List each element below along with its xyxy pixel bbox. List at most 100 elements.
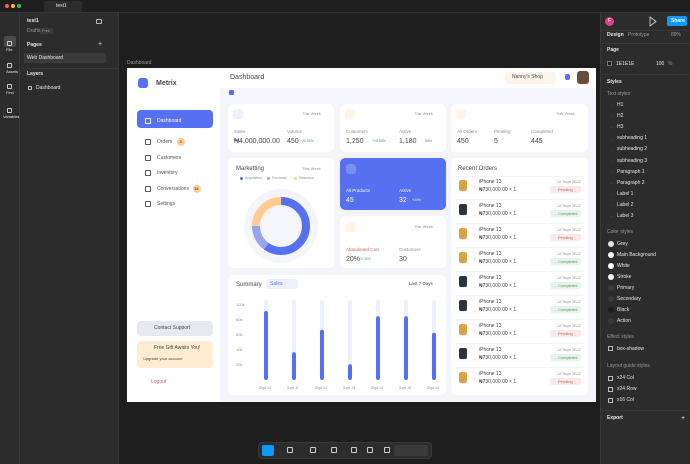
period-select[interactable]: This Week xyxy=(302,166,321,171)
text-style[interactable]: Label 2 xyxy=(617,201,634,208)
tool[interactable] xyxy=(367,447,373,453)
period-select[interactable]: This Week xyxy=(302,111,321,116)
stat-label: Customers xyxy=(399,247,421,252)
tool[interactable] xyxy=(351,447,357,453)
tab[interactable]: Design xyxy=(607,32,624,38)
shop-select[interactable] xyxy=(505,72,556,84)
color-swatch xyxy=(608,252,614,258)
toggle-sidebar[interactable] xyxy=(96,19,102,24)
nav-item[interactable]: Conversations xyxy=(157,186,189,192)
nav-item[interactable]: Settings xyxy=(157,201,176,207)
gift-card[interactable] xyxy=(137,341,213,368)
rail-icon[interactable] xyxy=(7,41,12,46)
avatar xyxy=(605,17,614,26)
support-label[interactable]: Contact Support xyxy=(154,325,191,331)
notification[interactable] xyxy=(565,74,570,80)
text-style[interactable]: Label 1 xyxy=(617,190,634,197)
share[interactable]: Share xyxy=(671,18,685,24)
shop-name[interactable]: Nanny's Shop xyxy=(512,74,543,80)
stat-change: +0.00% xyxy=(359,257,371,261)
zoom[interactable]: 89% xyxy=(671,32,682,38)
divider xyxy=(600,410,690,411)
gift-link[interactable]: Upgrade your account xyxy=(143,356,183,361)
color-style[interactable]: Black xyxy=(617,307,630,313)
stat-value: 5 xyxy=(494,138,498,145)
rail-icon[interactable] xyxy=(7,108,12,113)
page-row[interactable] xyxy=(24,53,106,63)
location: Drafts xyxy=(27,28,41,34)
order-date: 12 Sept 2022 xyxy=(557,227,581,232)
mode-switch[interactable] xyxy=(394,445,428,456)
text-style[interactable]: subheading 1 xyxy=(617,135,648,142)
text-style[interactable]: Paragraph 1 xyxy=(617,168,645,175)
layout-guide[interactable]: x16 Col xyxy=(617,397,634,403)
page-name[interactable]: Web Dashboard xyxy=(27,55,64,61)
text-style[interactable]: subheading 2 xyxy=(617,146,648,153)
home-crumb[interactable] xyxy=(229,90,234,95)
rail-label[interactable]: File xyxy=(6,47,13,52)
logout[interactable]: Logout xyxy=(151,379,167,385)
color-style[interactable]: Main Background xyxy=(617,252,656,258)
rail-label[interactable]: Find xyxy=(6,90,14,95)
layout-guide[interactable]: x24 Col xyxy=(617,375,634,381)
status-pill xyxy=(550,354,581,361)
text-style[interactable]: subheading 3 xyxy=(617,157,648,164)
profile-avatar[interactable] xyxy=(577,71,589,84)
header-title: Dashboard xyxy=(230,74,265,81)
window-control[interactable] xyxy=(5,4,9,8)
pages-heading: Pages xyxy=(27,42,42,48)
nav-item[interactable]: Dashboard xyxy=(157,118,182,124)
rail-icon[interactable] xyxy=(7,63,12,68)
text-style[interactable]: H2 xyxy=(617,113,624,120)
status-pill xyxy=(550,378,581,385)
divider xyxy=(600,43,690,44)
nav-item[interactable]: Inventory xyxy=(157,170,178,176)
period-select[interactable]: This Week xyxy=(556,111,575,116)
color-style[interactable]: Grey xyxy=(617,241,628,247)
color-style[interactable]: Stroke xyxy=(617,274,632,280)
rail-label[interactable]: Variables xyxy=(3,114,20,119)
effect-style[interactable]: box-shadow xyxy=(617,346,644,352)
filter-select[interactable] xyxy=(266,279,298,289)
color-style[interactable]: Action xyxy=(617,318,631,324)
layout-guide[interactable]: x24 Row xyxy=(617,386,637,392)
range-select[interactable]: Last 7 Days xyxy=(409,281,433,286)
grid-icon xyxy=(608,387,613,392)
text-style[interactable]: Paragraph 2 xyxy=(617,179,645,186)
plan: Free xyxy=(42,28,51,33)
text-style[interactable]: H3 xyxy=(617,124,624,131)
page-opacity[interactable]: 100 xyxy=(656,61,665,67)
text-style[interactable]: Label 3 xyxy=(617,213,634,219)
window-control[interactable] xyxy=(17,4,21,8)
rail-label[interactable]: Assets xyxy=(6,69,19,74)
tool[interactable] xyxy=(310,447,316,453)
support-button[interactable] xyxy=(137,321,213,336)
color-style[interactable]: Primary xyxy=(617,285,635,291)
nav-item[interactable]: Orders xyxy=(157,139,173,145)
tool-active[interactable] xyxy=(262,445,274,456)
export[interactable]: Export xyxy=(607,415,623,421)
product-name: iPhone 13 xyxy=(479,323,502,329)
color-style[interactable]: Secondary xyxy=(617,296,641,302)
tool[interactable] xyxy=(331,447,337,453)
tab-title[interactable]: test1 xyxy=(56,3,67,9)
file-tab[interactable] xyxy=(44,1,82,12)
tab[interactable]: Prototype xyxy=(628,32,650,38)
period-select[interactable]: This Week xyxy=(414,224,433,229)
rail-icon[interactable] xyxy=(7,84,12,89)
file-name[interactable]: test1 xyxy=(27,18,39,24)
gift-title: Free Gift Awaits You! xyxy=(154,345,201,351)
page-color[interactable]: 1E1E1E xyxy=(616,61,635,67)
tool[interactable] xyxy=(384,447,390,453)
stat-card xyxy=(340,104,446,152)
window-control[interactable] xyxy=(11,4,15,8)
layer-name[interactable]: Dashboard xyxy=(36,85,61,91)
color-style[interactable]: White xyxy=(617,263,630,269)
share-button[interactable] xyxy=(667,16,687,26)
divider xyxy=(455,223,584,224)
nav-item[interactable]: Customers xyxy=(157,155,182,161)
text-style[interactable]: H1 xyxy=(617,102,624,108)
tool[interactable] xyxy=(287,447,293,453)
period-select[interactable]: This Week xyxy=(414,111,433,116)
nav-active[interactable] xyxy=(137,110,213,128)
